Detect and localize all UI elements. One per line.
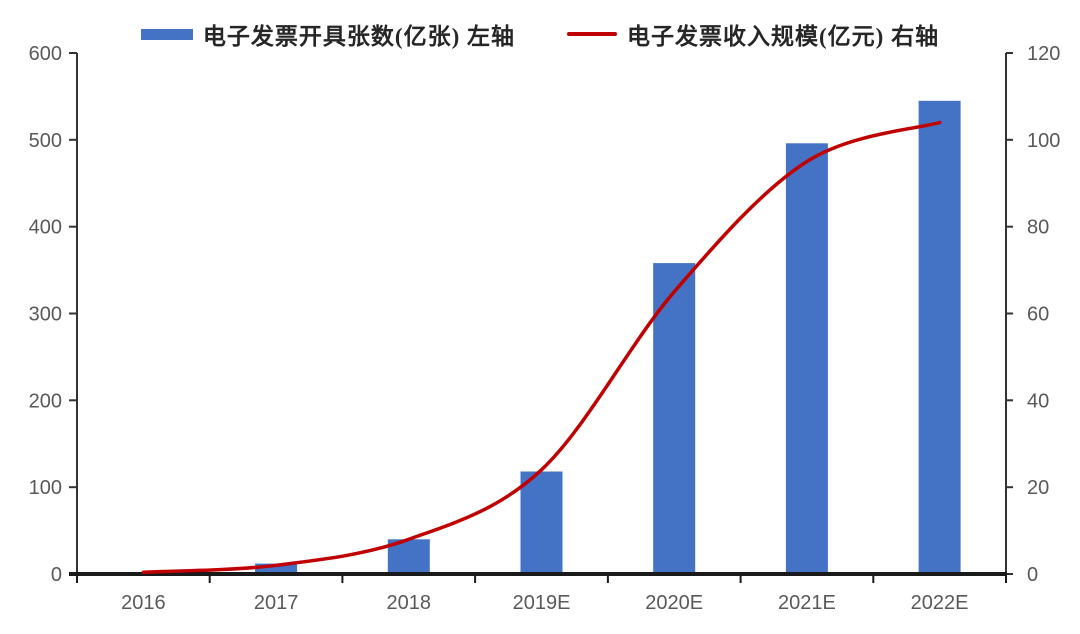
right-axis-tick-label: 40 <box>1027 390 1049 412</box>
left-axis-tick-label: 600 <box>29 43 62 65</box>
right-axis-tick-label: 0 <box>1027 564 1038 586</box>
bar-2021E <box>785 143 828 575</box>
bar-2020E <box>653 263 696 574</box>
x-axis-tick-label: 2019E <box>513 592 571 614</box>
bar-2017 <box>255 563 298 574</box>
legend-bar-label: 电子发票开具张数(亿张) 左轴 <box>202 24 515 49</box>
x-axis-tick-label: 2018 <box>387 592 432 614</box>
left-axis-tick-label: 300 <box>29 304 62 326</box>
x-axis-tick-label: 2022E <box>911 592 969 614</box>
bar-2019E <box>520 471 563 574</box>
x-axis-tick-label: 2020E <box>645 592 703 614</box>
legend-line-label: 电子发票收入规模(亿元) 右轴 <box>627 24 940 49</box>
legend: 电子发票开具张数(亿张) 左轴 电子发票收入规模(亿元) 右轴 <box>0 18 1080 50</box>
right-axis-tick-label: 100 <box>1027 130 1060 152</box>
x-axis-tick-label: 2016 <box>121 592 166 614</box>
right-axis-tick-label: 20 <box>1027 477 1049 499</box>
right-axis-tick-label: 120 <box>1027 43 1060 65</box>
right-axis-tick-label: 60 <box>1027 304 1049 326</box>
right-axis-tick-label: 80 <box>1027 217 1049 239</box>
left-axis-tick-label: 200 <box>29 390 62 412</box>
left-axis-tick-label: 400 <box>29 217 62 239</box>
revenue-line-path <box>141 120 942 575</box>
left-axis-tick-label: 500 <box>29 130 62 152</box>
x-axis-tick-label: 2021E <box>778 592 836 614</box>
legend-bar-swatch-icon <box>140 28 193 40</box>
legend-line-swatch-icon <box>567 32 617 36</box>
x-axis-tick-label: 2017 <box>254 592 299 614</box>
bar-2022E <box>918 100 961 575</box>
left-axis-tick-label: 0 <box>51 564 62 586</box>
left-axis-tick-label: 100 <box>29 477 62 499</box>
